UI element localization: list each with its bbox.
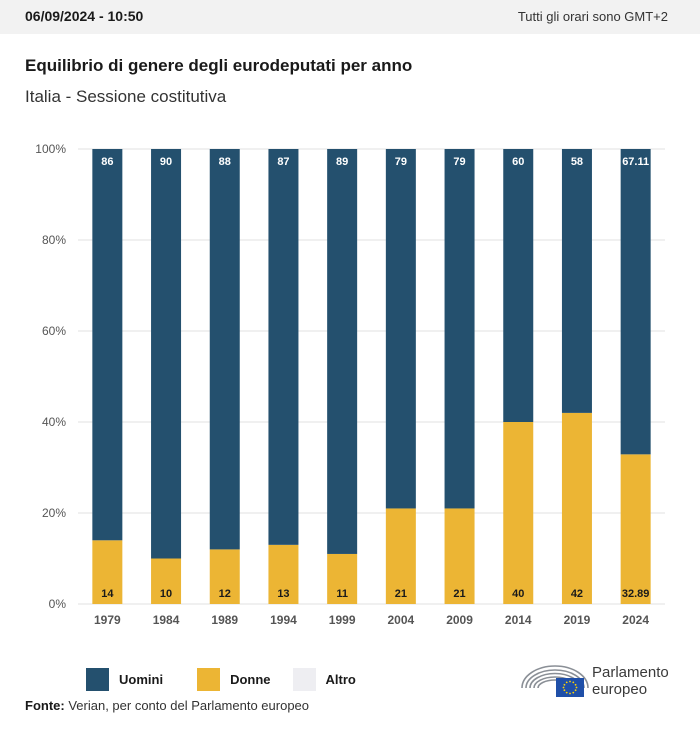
bar-donne <box>444 508 475 604</box>
hemicycle-icon <box>521 665 589 697</box>
legend-item-donne: Donne <box>197 667 271 691</box>
top-bar: 06/09/2024 - 10:50 Tutti gli orari sono … <box>0 0 700 34</box>
y-tick-label: 80% <box>42 233 66 247</box>
data-label-uomini: 67.11 <box>622 156 649 168</box>
data-label-uomini: 60 <box>512 156 524 168</box>
x-tick-label: 2014 <box>505 613 532 627</box>
source-note: Fonte: Verian, per conto del Parlamento … <box>25 698 309 713</box>
x-tick-label: 1999 <box>329 613 356 627</box>
data-label-donne: 32.89 <box>622 588 650 600</box>
x-tick-label: 1994 <box>270 613 297 627</box>
bar-donne <box>327 553 358 604</box>
data-label-uomini: 79 <box>453 156 465 168</box>
bar-donne <box>268 544 299 604</box>
y-tick-label: 60% <box>42 324 66 338</box>
legend-label-altro: Altro <box>325 671 356 687</box>
data-label-donne: 14 <box>101 588 114 600</box>
timezone-note: Tutti gli orari sono GMT+2 <box>517 9 668 24</box>
bar-donne <box>561 412 592 604</box>
y-tick-label: 0% <box>49 597 67 611</box>
y-tick-label: 20% <box>42 506 66 520</box>
x-tick-label: 2024 <box>622 613 649 627</box>
bar-uomini <box>92 149 123 541</box>
logo-line-1: Parlamento <box>592 664 669 681</box>
bar-donne <box>209 549 240 604</box>
chart-title: Equilibrio di genere degli eurodeputati … <box>25 56 413 75</box>
date-time: 06/09/2024 - 10:50 <box>25 8 144 24</box>
source-label: Fonte: <box>25 698 65 713</box>
data-label-donne: 42 <box>571 588 583 600</box>
bar-uomini <box>151 149 182 559</box>
y-tick-label: 40% <box>42 415 66 429</box>
bar-donne <box>620 454 651 604</box>
bar-uomini <box>385 149 416 509</box>
source-text: Verian, per conto del Parlamento europeo <box>68 698 310 713</box>
data-label-uomini: 87 <box>277 156 289 168</box>
logo-text: Parlamento europeo <box>592 664 669 698</box>
bar-uomini <box>327 149 358 554</box>
x-tick-label: 1979 <box>94 613 121 627</box>
legend-label-donne: Donne <box>230 671 271 687</box>
data-label-uomini: 89 <box>336 156 348 168</box>
x-tick-label: 1989 <box>211 613 238 627</box>
bar-donne <box>151 558 182 604</box>
data-label-donne: 10 <box>160 588 172 600</box>
eu-flag-icon <box>556 678 584 697</box>
data-label-donne: 13 <box>277 588 289 600</box>
data-label-uomini: 79 <box>395 156 407 168</box>
x-tick-label: 1984 <box>153 613 180 627</box>
bar-uomini <box>444 149 475 509</box>
data-label-uomini: 58 <box>571 156 583 168</box>
data-label-donne: 21 <box>395 588 407 600</box>
data-label-donne: 21 <box>453 588 465 600</box>
x-tick-label: 2019 <box>564 613 591 627</box>
bar-donne <box>503 422 534 604</box>
x-tick-label: 2009 <box>446 613 473 627</box>
data-label-donne: 40 <box>512 588 524 600</box>
chart-legend: Uomini Donne Altro <box>86 666 376 692</box>
legend-label-uomini: Uomini <box>119 671 164 687</box>
bar-donne <box>385 508 416 604</box>
bar-uomini <box>209 149 240 550</box>
bar-uomini <box>620 149 651 455</box>
logo-line-2: europeo <box>592 681 648 698</box>
legend-swatch-uomini <box>86 667 109 691</box>
data-label-uomini: 88 <box>219 156 231 168</box>
data-label-donne: 12 <box>219 588 231 600</box>
legend-item-altro: Altro <box>292 667 356 691</box>
data-label-donne: 11 <box>336 588 348 600</box>
data-label-uomini: 90 <box>160 156 172 168</box>
stacked-bar-chart: 0% 20% 40% 60% 80% 100% 86 14 1979 90 10 1984 88 12 19… <box>35 142 665 627</box>
legend-swatch-altro <box>292 667 316 691</box>
legend-item-uomini: Uomini <box>86 667 164 691</box>
parliament-logo: Parlamento europeo <box>520 658 685 702</box>
chart-subtitle: Italia - Sessione costitutiva <box>25 87 227 106</box>
bar-uomini <box>503 149 534 422</box>
x-tick-label: 2004 <box>387 613 414 627</box>
y-tick-label: 100% <box>35 142 66 156</box>
bar-uomini <box>561 149 592 413</box>
bar-donne <box>92 540 123 604</box>
data-label-uomini: 86 <box>101 156 113 168</box>
legend-swatch-donne <box>197 667 221 691</box>
bar-uomini <box>268 149 299 545</box>
